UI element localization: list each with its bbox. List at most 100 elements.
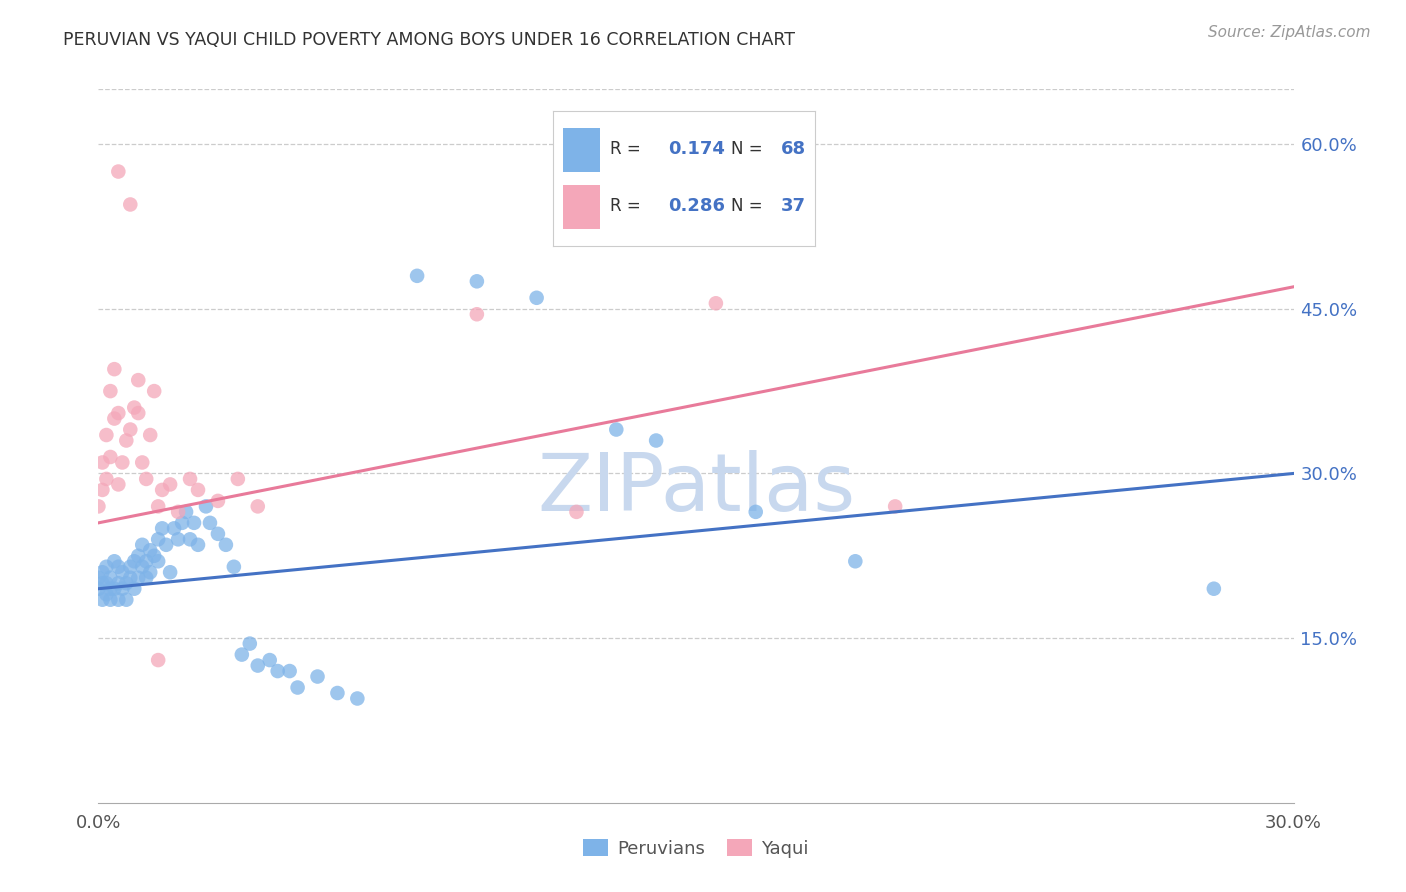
Point xyxy=(1202,582,1225,596)
Point xyxy=(150,521,173,535)
Point xyxy=(745,505,768,519)
Point xyxy=(91,455,114,469)
Point xyxy=(605,423,627,437)
Point xyxy=(91,483,114,497)
Point xyxy=(346,691,368,706)
Point xyxy=(239,637,262,651)
Point xyxy=(96,472,118,486)
Point xyxy=(187,538,209,552)
Point xyxy=(103,411,125,425)
Point xyxy=(278,664,301,678)
Point xyxy=(111,566,134,580)
Point xyxy=(143,549,166,563)
Point xyxy=(135,571,157,585)
Point xyxy=(526,291,548,305)
Text: ZIPatlas: ZIPatlas xyxy=(537,450,855,528)
Point xyxy=(167,533,190,547)
Point xyxy=(127,406,149,420)
Point xyxy=(111,582,134,596)
Point xyxy=(107,559,129,574)
Point xyxy=(96,559,118,574)
Point xyxy=(87,500,110,514)
Point xyxy=(98,582,122,596)
Point xyxy=(107,164,129,178)
Point xyxy=(131,538,153,552)
Point xyxy=(98,450,122,464)
Point xyxy=(645,434,668,448)
Point xyxy=(174,505,197,519)
Point xyxy=(207,526,229,541)
Point xyxy=(167,505,190,519)
Point xyxy=(179,472,201,486)
Point xyxy=(195,500,218,514)
Point xyxy=(148,653,170,667)
Point xyxy=(465,274,488,288)
Point xyxy=(148,500,170,514)
Point xyxy=(215,538,238,552)
Point xyxy=(246,658,269,673)
Point xyxy=(115,576,138,591)
Point xyxy=(150,483,173,497)
Point xyxy=(120,571,142,585)
Point xyxy=(98,571,122,585)
Point xyxy=(844,554,866,568)
Point xyxy=(115,434,138,448)
Point xyxy=(98,384,122,398)
Point xyxy=(127,549,149,563)
Point xyxy=(207,494,229,508)
Point xyxy=(96,587,118,601)
Point xyxy=(107,477,129,491)
Point xyxy=(135,472,157,486)
Point xyxy=(704,296,727,310)
Point xyxy=(124,554,146,568)
Point xyxy=(98,592,122,607)
Point xyxy=(127,571,149,585)
Point xyxy=(139,428,162,442)
Point xyxy=(107,592,129,607)
Point xyxy=(103,582,125,596)
Point xyxy=(103,362,125,376)
Text: Source: ZipAtlas.com: Source: ZipAtlas.com xyxy=(1208,25,1371,40)
Point xyxy=(91,566,114,580)
Point xyxy=(135,554,157,568)
Point xyxy=(120,197,142,211)
Point xyxy=(259,653,281,667)
Point xyxy=(231,648,253,662)
Point xyxy=(111,455,134,469)
Point xyxy=(139,543,162,558)
Point xyxy=(287,681,309,695)
Point xyxy=(183,516,205,530)
Text: PERUVIAN VS YAQUI CHILD POVERTY AMONG BOYS UNDER 16 CORRELATION CHART: PERUVIAN VS YAQUI CHILD POVERTY AMONG BO… xyxy=(63,31,796,49)
Point xyxy=(198,516,221,530)
Point xyxy=(179,533,201,547)
Point xyxy=(172,516,194,530)
Point xyxy=(884,500,907,514)
Point xyxy=(124,582,146,596)
Point xyxy=(159,477,181,491)
Point xyxy=(465,307,488,321)
Point xyxy=(87,571,110,585)
Point xyxy=(143,384,166,398)
Point xyxy=(103,554,125,568)
Point xyxy=(148,554,170,568)
Point xyxy=(155,538,177,552)
Point xyxy=(148,533,170,547)
Point xyxy=(96,576,118,591)
Point xyxy=(226,472,249,486)
Point xyxy=(307,669,329,683)
Point xyxy=(120,559,142,574)
Point xyxy=(131,559,153,574)
Point xyxy=(267,664,290,678)
Point xyxy=(187,483,209,497)
Point xyxy=(246,500,269,514)
Point xyxy=(163,521,186,535)
Point xyxy=(139,566,162,580)
Point xyxy=(87,582,110,596)
Point xyxy=(326,686,349,700)
Legend: Peruvians, Yaqui: Peruvians, Yaqui xyxy=(576,832,815,865)
Point xyxy=(91,592,114,607)
Point xyxy=(91,576,114,591)
Point xyxy=(107,576,129,591)
Point xyxy=(131,455,153,469)
Point xyxy=(222,559,245,574)
